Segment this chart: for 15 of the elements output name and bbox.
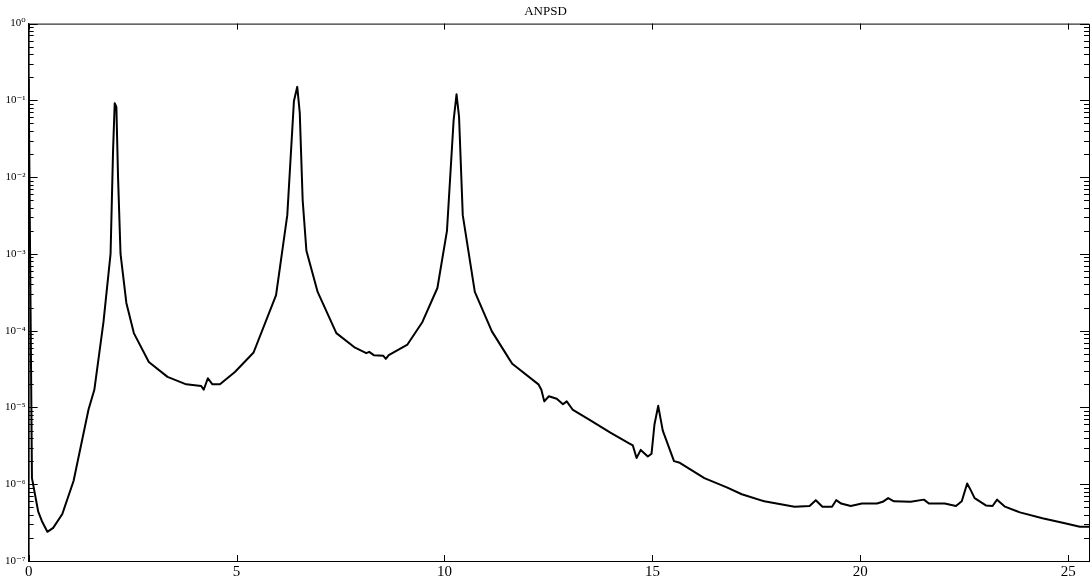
x-tick-label: 15 bbox=[644, 562, 660, 579]
x-tick-label: 0 bbox=[24, 562, 33, 579]
x-tick-label: 20 bbox=[852, 562, 868, 579]
y-tick-label: 10⁻⁵ bbox=[4, 400, 26, 413]
y-tick-label: 10⁻² bbox=[5, 170, 27, 183]
y-tick-label: 10⁻¹ bbox=[5, 93, 26, 106]
y-tick-label: 10⁻⁷ bbox=[4, 553, 26, 566]
y-tick-label: 10⁻³ bbox=[5, 246, 27, 259]
y-tick-label: 10⁰ bbox=[10, 16, 27, 29]
x-tick-label: 25 bbox=[1060, 562, 1076, 579]
x-tick-label: 5 bbox=[232, 562, 241, 579]
y-tick-label: 10⁻⁴ bbox=[4, 323, 26, 336]
x-tick-label: 10 bbox=[436, 562, 452, 579]
chart-title: ANPSD bbox=[524, 3, 567, 19]
y-tick-label: 10⁻⁶ bbox=[4, 477, 26, 490]
